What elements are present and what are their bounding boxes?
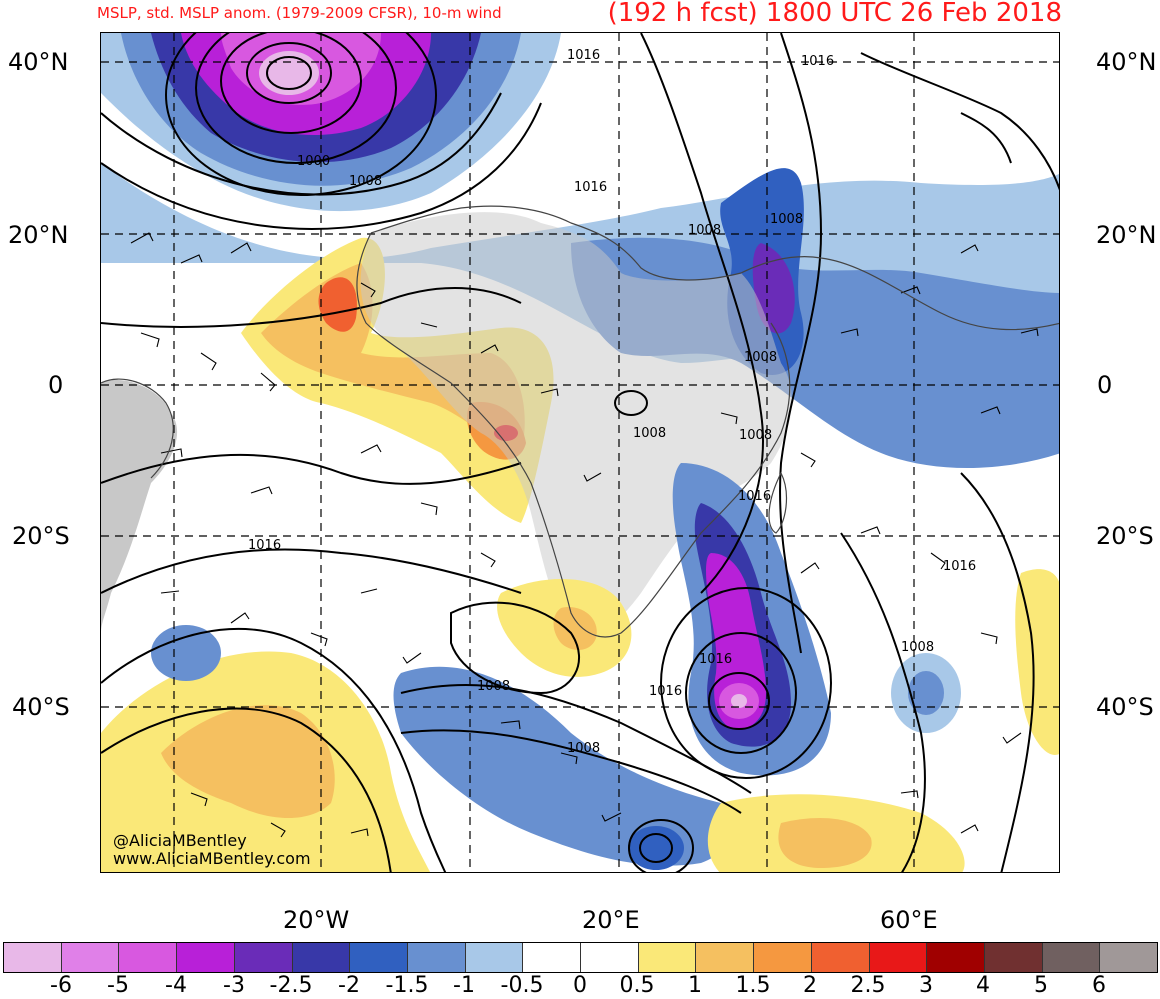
colorbar-label: -2 bbox=[338, 973, 360, 998]
lat-label-20s-left: 20°S bbox=[12, 522, 70, 550]
colorbar-label: -2.5 bbox=[269, 973, 313, 998]
contour-label: 1008 bbox=[633, 426, 666, 441]
lat-label-eq-right: 0 bbox=[1097, 371, 1113, 399]
colorbar-label: 0 bbox=[573, 973, 587, 998]
colorbar-cell bbox=[119, 943, 178, 972]
anomaly-blue-south-ocean bbox=[393, 666, 732, 866]
land-south-america bbox=[101, 379, 178, 633]
lat-label-20n-left: 20°N bbox=[8, 221, 69, 249]
isobar-contours bbox=[101, 33, 1059, 872]
contour-label: 1008 bbox=[688, 223, 721, 238]
colorbar-cell bbox=[465, 943, 524, 972]
colorbar-label: -6 bbox=[50, 973, 72, 998]
contour-label: 1008 bbox=[739, 428, 772, 443]
lat-label-40n-right: 40°N bbox=[1096, 48, 1157, 76]
anomaly-blue-west-south bbox=[151, 625, 221, 681]
colorbar-label: 3 bbox=[919, 973, 933, 998]
lon-label-20e: 20°E bbox=[582, 906, 640, 934]
colorbar-label: 1.5 bbox=[735, 973, 771, 998]
product-title: MSLP, std. MSLP anom. (1979-2009 CFSR), … bbox=[97, 4, 502, 22]
colorbar-label: 2.5 bbox=[850, 973, 886, 998]
colorbar-label: 2 bbox=[803, 973, 817, 998]
contour-label: 1016 bbox=[574, 180, 607, 195]
contour-label: 1008 bbox=[349, 174, 382, 189]
anomaly-warm-south-atlantic-mid bbox=[161, 705, 335, 818]
anomaly-low-southeast-deep bbox=[706, 553, 766, 730]
coastlines bbox=[101, 205, 1059, 638]
colorbar-label: -5 bbox=[107, 973, 129, 998]
colorbar-cell bbox=[1042, 943, 1101, 972]
lon-label-60e: 60°E bbox=[880, 906, 938, 934]
contour-label: 1016 bbox=[801, 54, 834, 69]
colorbar-cell bbox=[61, 943, 120, 972]
contour-label: 1000 bbox=[297, 154, 330, 169]
anomaly-warm-south-africa-mid bbox=[553, 607, 597, 650]
anomaly-blue-south-ocean-small bbox=[628, 826, 684, 870]
wind-barbs bbox=[130, 232, 1039, 838]
map-panel: 1016 1016 1000 1008 1016 1008 1008 1008 … bbox=[100, 32, 1060, 873]
anomaly-warm-west-africa-core bbox=[318, 277, 357, 332]
grid-lines bbox=[101, 33, 1059, 872]
colorbar-label: 5 bbox=[1034, 973, 1048, 998]
colorbar-cell bbox=[927, 943, 985, 972]
contour-label: 1008 bbox=[477, 679, 510, 694]
colorbar-label: 0.5 bbox=[619, 973, 655, 998]
colorbar-cell bbox=[696, 943, 755, 972]
colorbar-label: -3 bbox=[223, 973, 245, 998]
lon-label-20w: 20°W bbox=[283, 906, 350, 934]
lat-label-eq-left: 0 bbox=[48, 371, 64, 399]
contour-labels: 1016 1016 1000 1008 1016 1008 1008 1008 … bbox=[248, 48, 976, 756]
lat-label-20s-right: 20°S bbox=[1096, 522, 1154, 550]
lat-label-40n-left: 40°N bbox=[8, 48, 69, 76]
colorbar-label: 4 bbox=[976, 973, 990, 998]
mslp-anomaly-map: 1016 1016 1000 1008 1016 1008 1008 1008 … bbox=[101, 33, 1059, 872]
colorbar-cell bbox=[407, 943, 466, 972]
forecast-time-title: (192 h fcst) 1800 UTC 26 Feb 2018 bbox=[607, 0, 1062, 28]
contour-label: 1016 bbox=[943, 559, 976, 574]
contour-label: 1008 bbox=[901, 640, 934, 655]
anomaly-warm-east bbox=[1015, 569, 1059, 755]
credit-site: www.AliciaMBentley.com bbox=[113, 849, 311, 868]
lat-label-20n-right: 20°N bbox=[1096, 221, 1157, 249]
contour-label: 1008 bbox=[770, 212, 803, 227]
colorbar-cell bbox=[869, 943, 928, 972]
colorbar-cell bbox=[638, 943, 697, 972]
colorbar-label: -0.5 bbox=[500, 973, 544, 998]
anomaly-blue-east-south-core bbox=[908, 671, 944, 715]
colorbar-cell bbox=[581, 943, 639, 972]
contour-label: 1008 bbox=[567, 741, 600, 756]
colorbar-cell bbox=[292, 943, 351, 972]
colorbar-label: -4 bbox=[165, 973, 187, 998]
contour-label: 1016 bbox=[649, 684, 682, 699]
contour-label: 1016 bbox=[699, 652, 732, 667]
colorbar-cell bbox=[177, 943, 235, 972]
colorbar-label: -1.5 bbox=[385, 973, 429, 998]
anomaly-low-southeast-center bbox=[731, 694, 747, 708]
colorbar-label: 6 bbox=[1092, 973, 1106, 998]
colorbar-cell bbox=[811, 943, 870, 972]
colorbar-cell bbox=[234, 943, 293, 972]
colorbar-cell bbox=[984, 943, 1043, 972]
colorbar-label: -1 bbox=[453, 973, 475, 998]
lat-label-40s-left: 40°S bbox=[12, 693, 70, 721]
colorbar-cell bbox=[754, 943, 812, 972]
contour-label: 1016 bbox=[567, 48, 600, 63]
colorbar-cell bbox=[523, 943, 582, 972]
colorbar-cell bbox=[1100, 943, 1158, 972]
lat-label-40s-right: 40°S bbox=[1096, 693, 1154, 721]
contour-label: 1016 bbox=[248, 538, 281, 553]
credit-handle: @AliciaMBentley bbox=[113, 831, 247, 850]
contour-label: 1008 bbox=[744, 350, 777, 365]
colorbar bbox=[3, 942, 1158, 973]
anomaly-warm-south-indian-mid bbox=[778, 818, 872, 868]
colorbar-label: 1 bbox=[688, 973, 702, 998]
colorbar-cell bbox=[4, 943, 62, 972]
colorbar-cell bbox=[350, 943, 408, 972]
contour-label: 1016 bbox=[738, 489, 771, 504]
